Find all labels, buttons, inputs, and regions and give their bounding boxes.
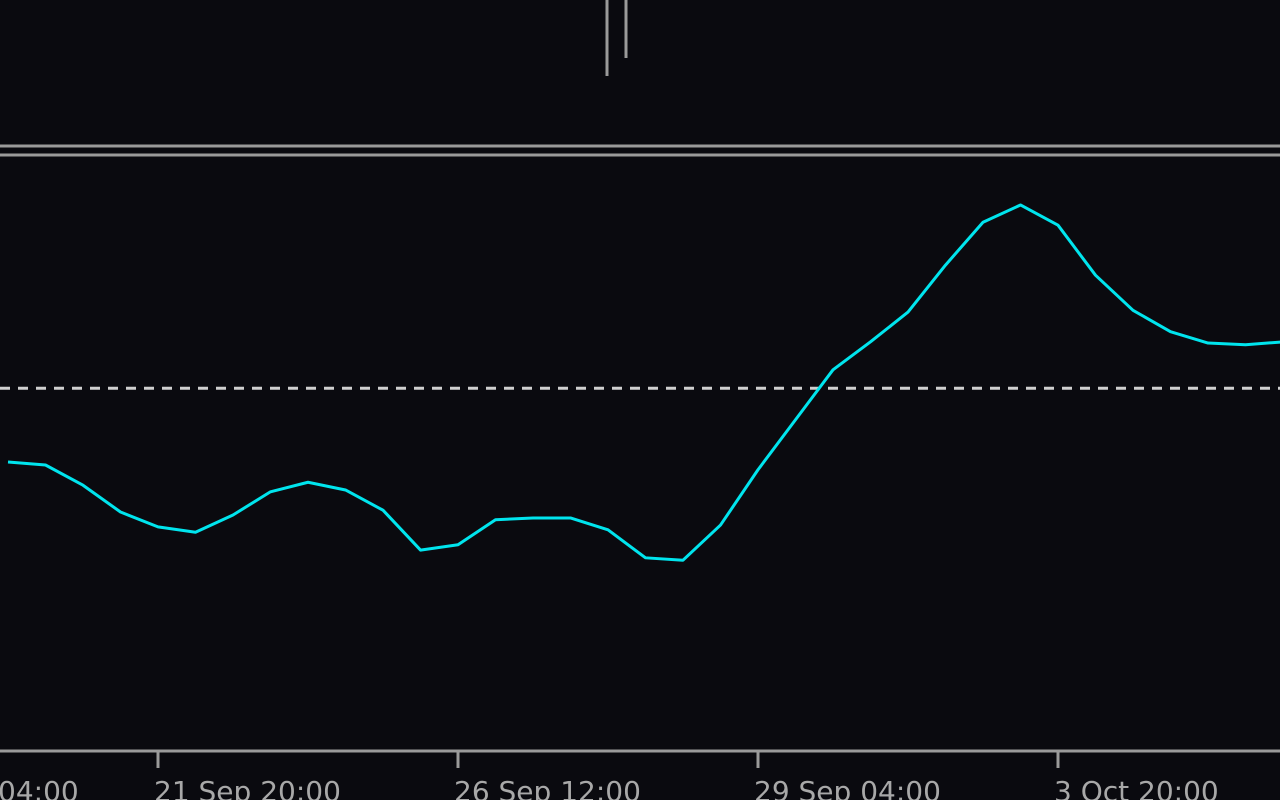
indicator-line bbox=[7, 203, 1280, 562]
x-tick-label: 29 Sep 04:00 bbox=[754, 775, 941, 800]
x-tick-label: 3 Oct 20:00 bbox=[1054, 775, 1219, 800]
x-tick-label: 21 Sep 20:00 bbox=[154, 775, 341, 800]
x-tick-label: 26 Sep 12:00 bbox=[454, 775, 641, 800]
x-tick-label: 04:00 bbox=[0, 775, 79, 800]
